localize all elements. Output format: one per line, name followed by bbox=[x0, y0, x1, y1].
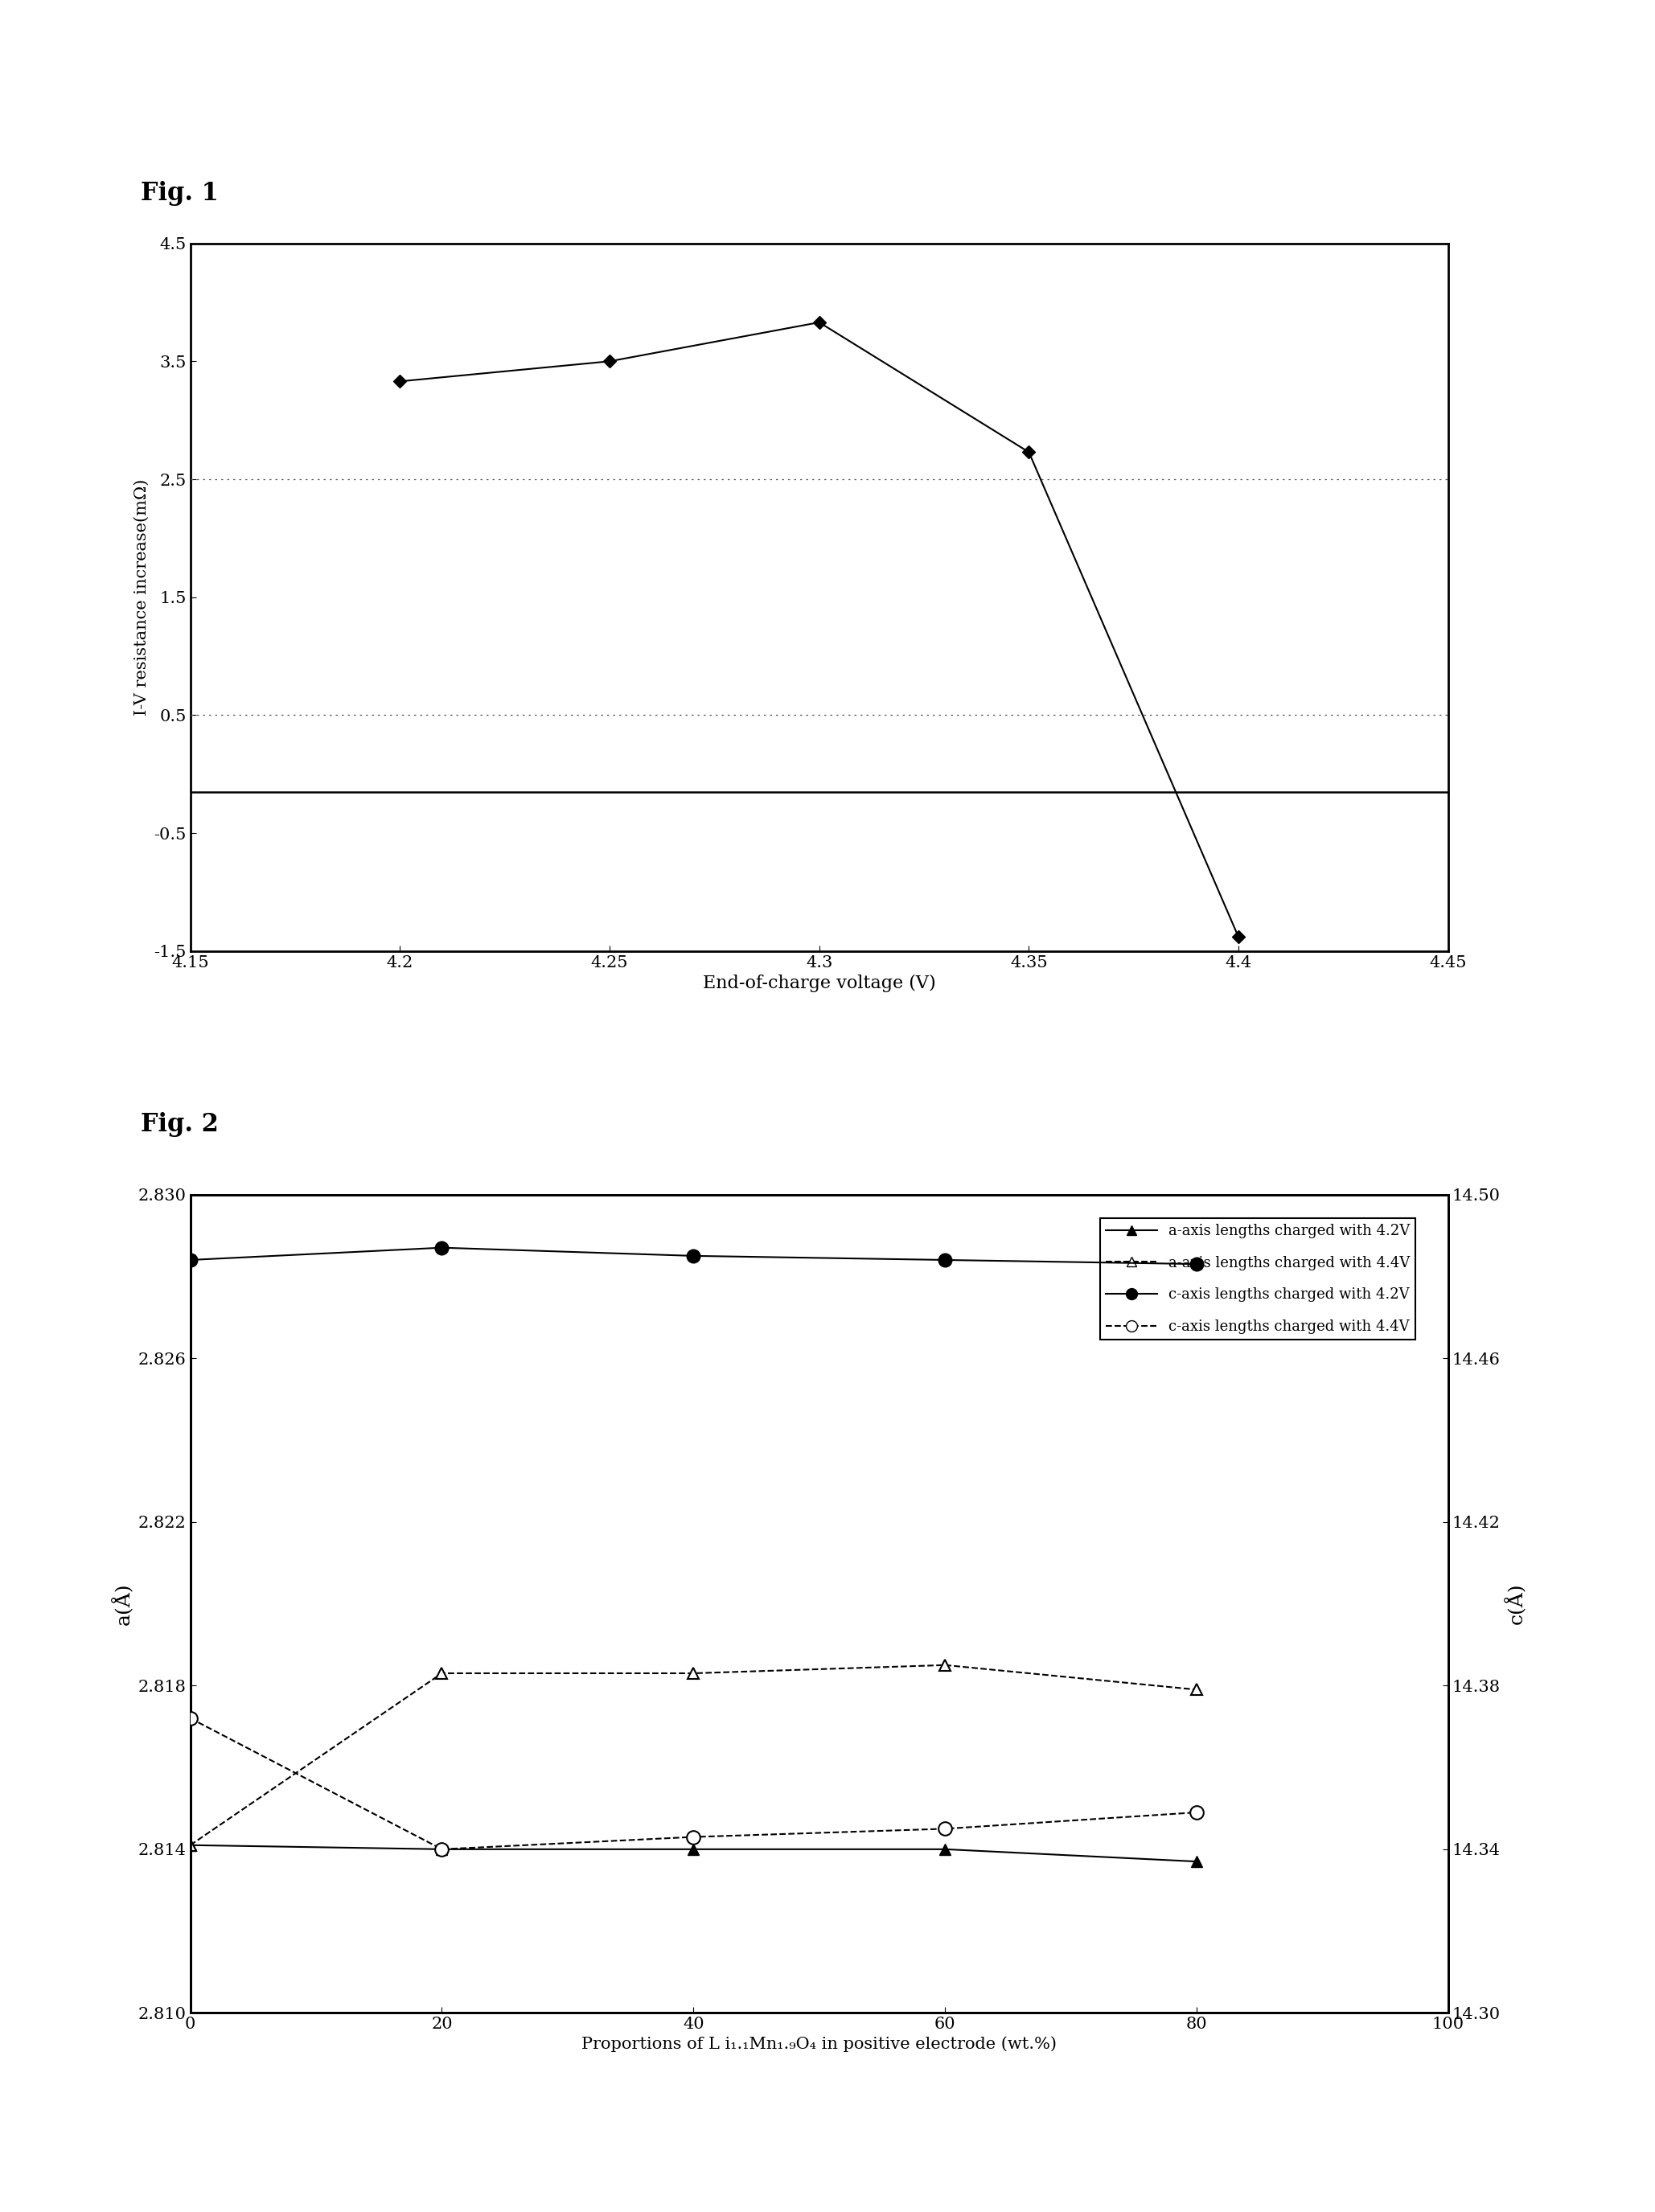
Text: Fig. 1: Fig. 1 bbox=[141, 181, 218, 206]
c-axis lengths charged with 4.2V bbox=[432, 1234, 452, 1261]
a-axis lengths charged with 4.4V bbox=[1187, 1677, 1206, 1703]
a-axis lengths charged with 4.2V bbox=[432, 1836, 452, 1863]
c-axis lengths charged with 4.2V bbox=[1187, 1250, 1206, 1276]
Line: c-axis lengths charged with 4.4V: c-axis lengths charged with 4.4V bbox=[184, 1712, 1203, 1856]
c-axis lengths charged with 4.4V bbox=[935, 1816, 955, 1843]
X-axis label: Proportions of L i₁.₁Mn₁.₉O₄ in positive electrode (wt.%): Proportions of L i₁.₁Mn₁.₉O₄ in positive… bbox=[581, 2037, 1058, 2053]
c-axis lengths charged with 4.2V bbox=[180, 1248, 200, 1274]
Text: Fig. 2: Fig. 2 bbox=[141, 1113, 218, 1137]
Line: a-axis lengths charged with 4.4V: a-axis lengths charged with 4.4V bbox=[185, 1659, 1202, 1851]
a-axis lengths charged with 4.2V bbox=[1187, 1849, 1206, 1876]
c-axis lengths charged with 4.2V bbox=[935, 1248, 955, 1274]
c-axis lengths charged with 4.4V bbox=[432, 1836, 452, 1863]
Y-axis label: a(Å): a(Å) bbox=[113, 1582, 134, 1626]
Line: c-axis lengths charged with 4.2V: c-axis lengths charged with 4.2V bbox=[184, 1241, 1203, 1270]
a-axis lengths charged with 4.2V bbox=[180, 1832, 200, 1858]
a-axis lengths charged with 4.2V bbox=[684, 1836, 703, 1863]
c-axis lengths charged with 4.2V bbox=[684, 1243, 703, 1270]
Line: a-axis lengths charged with 4.2V: a-axis lengths charged with 4.2V bbox=[185, 1840, 1202, 1867]
a-axis lengths charged with 4.4V bbox=[432, 1659, 452, 1686]
a-axis lengths charged with 4.4V bbox=[935, 1652, 955, 1679]
X-axis label: End-of-charge voltage (V): End-of-charge voltage (V) bbox=[703, 975, 935, 993]
a-axis lengths charged with 4.2V bbox=[935, 1836, 955, 1863]
c-axis lengths charged with 4.4V bbox=[684, 1823, 703, 1849]
Y-axis label: c(Å): c(Å) bbox=[1504, 1584, 1526, 1624]
a-axis lengths charged with 4.4V bbox=[180, 1832, 200, 1858]
a-axis lengths charged with 4.4V bbox=[684, 1659, 703, 1686]
Legend: a-axis lengths charged with 4.2V, a-axis lengths charged with 4.4V, c-axis lengt: a-axis lengths charged with 4.2V, a-axis… bbox=[1101, 1219, 1415, 1340]
c-axis lengths charged with 4.4V bbox=[180, 1705, 200, 1732]
c-axis lengths charged with 4.4V bbox=[1187, 1798, 1206, 1825]
Y-axis label: I-V resistance increase(mΩ): I-V resistance increase(mΩ) bbox=[134, 478, 149, 717]
